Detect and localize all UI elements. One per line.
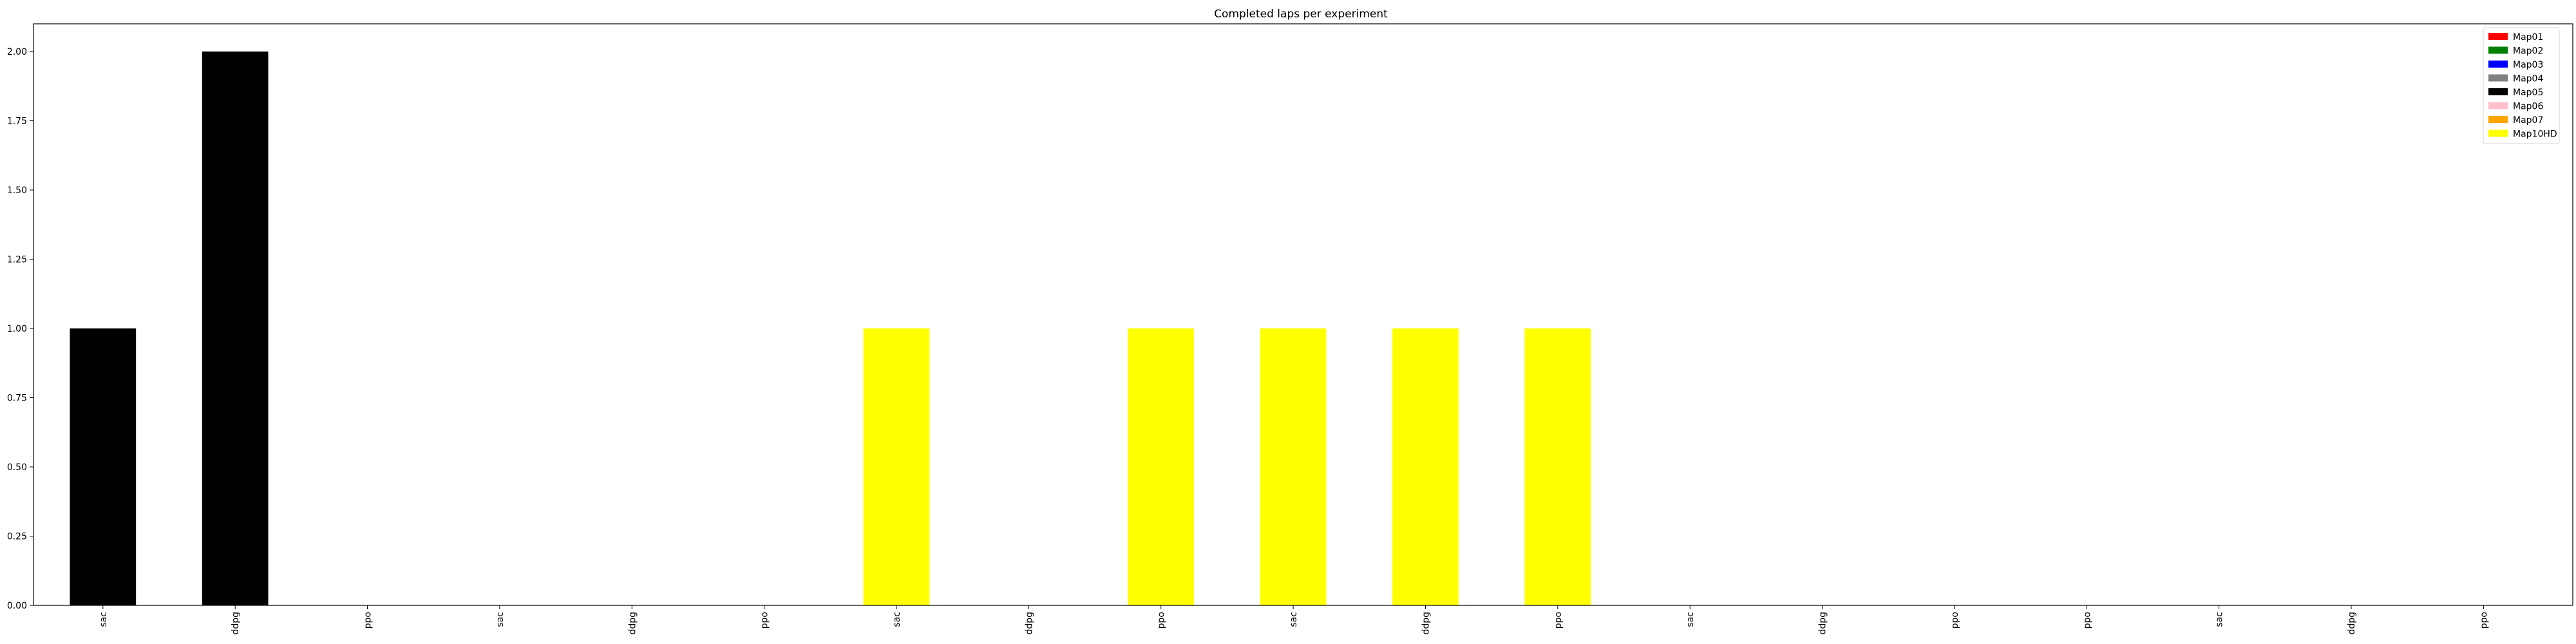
x-tick-label: ppo bbox=[2082, 612, 2092, 629]
y-tick-label: 0.50 bbox=[7, 462, 27, 473]
legend-label: Map03 bbox=[2513, 60, 2543, 70]
legend-label: Map05 bbox=[2513, 88, 2543, 98]
x-tick-label: ppo bbox=[1157, 612, 1167, 629]
y-tick-label: 0.00 bbox=[7, 601, 27, 611]
legend-swatch bbox=[2488, 61, 2508, 68]
legend-swatch bbox=[2488, 116, 2508, 123]
bar bbox=[1260, 328, 1327, 605]
y-axis: 0.00 0.25 0.50 0.75 1.00 1.25 1.50 1.75 2.00 bbox=[7, 47, 33, 611]
legend-label: Map10HD bbox=[2513, 129, 2557, 140]
x-tick-label: ddpg bbox=[1818, 612, 1828, 635]
y-tick-label: 1.25 bbox=[7, 255, 27, 265]
bar bbox=[70, 328, 137, 605]
legend-label: Map02 bbox=[2513, 46, 2543, 57]
x-axis: sac ddpg ppo sac ddpg ppo sac ddpg ppo sac ddpg ppo… bbox=[99, 605, 2489, 635]
bar bbox=[1524, 328, 1591, 605]
legend-swatch bbox=[2488, 74, 2508, 82]
x-tick-label: ppo bbox=[363, 612, 374, 629]
legend-frame bbox=[2483, 27, 2560, 144]
x-tick-label: sac bbox=[99, 612, 109, 627]
chart-title: Completed laps per experiment bbox=[1214, 8, 1388, 21]
x-tick-label: sac bbox=[495, 612, 506, 627]
x-tick-label: sac bbox=[892, 612, 902, 627]
y-tick-label: 1.50 bbox=[7, 185, 27, 196]
y-tick-label: 1.00 bbox=[7, 324, 27, 334]
y-tick-label: 0.75 bbox=[7, 393, 27, 404]
y-tick-label: 2.00 bbox=[7, 47, 27, 57]
y-tick-label: 1.75 bbox=[7, 117, 27, 127]
x-tick-label: ppo bbox=[1553, 612, 1564, 629]
bar bbox=[863, 328, 930, 605]
x-tick-label: ddpg bbox=[627, 612, 638, 635]
legend-swatch bbox=[2488, 129, 2508, 137]
x-tick-label: ddpg bbox=[1421, 612, 1431, 635]
plot-frame bbox=[33, 23, 2573, 606]
bars-group bbox=[70, 52, 1591, 605]
x-tick-label: ddpg bbox=[1024, 612, 1034, 635]
x-tick-label: sac bbox=[1289, 612, 1299, 627]
x-tick-label: sac bbox=[2215, 612, 2225, 627]
legend-label: Map04 bbox=[2513, 74, 2543, 84]
legend-label: Map06 bbox=[2513, 102, 2543, 112]
x-tick-label: ppo bbox=[1950, 612, 1960, 629]
bar bbox=[202, 52, 269, 605]
x-tick-label: ppo bbox=[760, 612, 770, 629]
x-tick-label: ddpg bbox=[2347, 612, 2357, 635]
bar bbox=[1128, 328, 1195, 605]
bar bbox=[1392, 328, 1459, 605]
legend: Map01 Map02 Map03 Map04 Map05 Map06 Map07 Map10… bbox=[2483, 27, 2560, 144]
legend-swatch bbox=[2488, 46, 2508, 54]
x-tick-label: sac bbox=[1685, 612, 1696, 627]
legend-swatch bbox=[2488, 88, 2508, 95]
legend-swatch bbox=[2488, 33, 2508, 40]
x-tick-label: ppo bbox=[2479, 612, 2489, 629]
legend-swatch bbox=[2488, 102, 2508, 109]
x-tick-label: ddpg bbox=[231, 612, 241, 635]
legend-label: Map01 bbox=[2513, 32, 2543, 43]
y-tick-label: 0.25 bbox=[7, 532, 27, 542]
legend-label: Map07 bbox=[2513, 115, 2543, 126]
